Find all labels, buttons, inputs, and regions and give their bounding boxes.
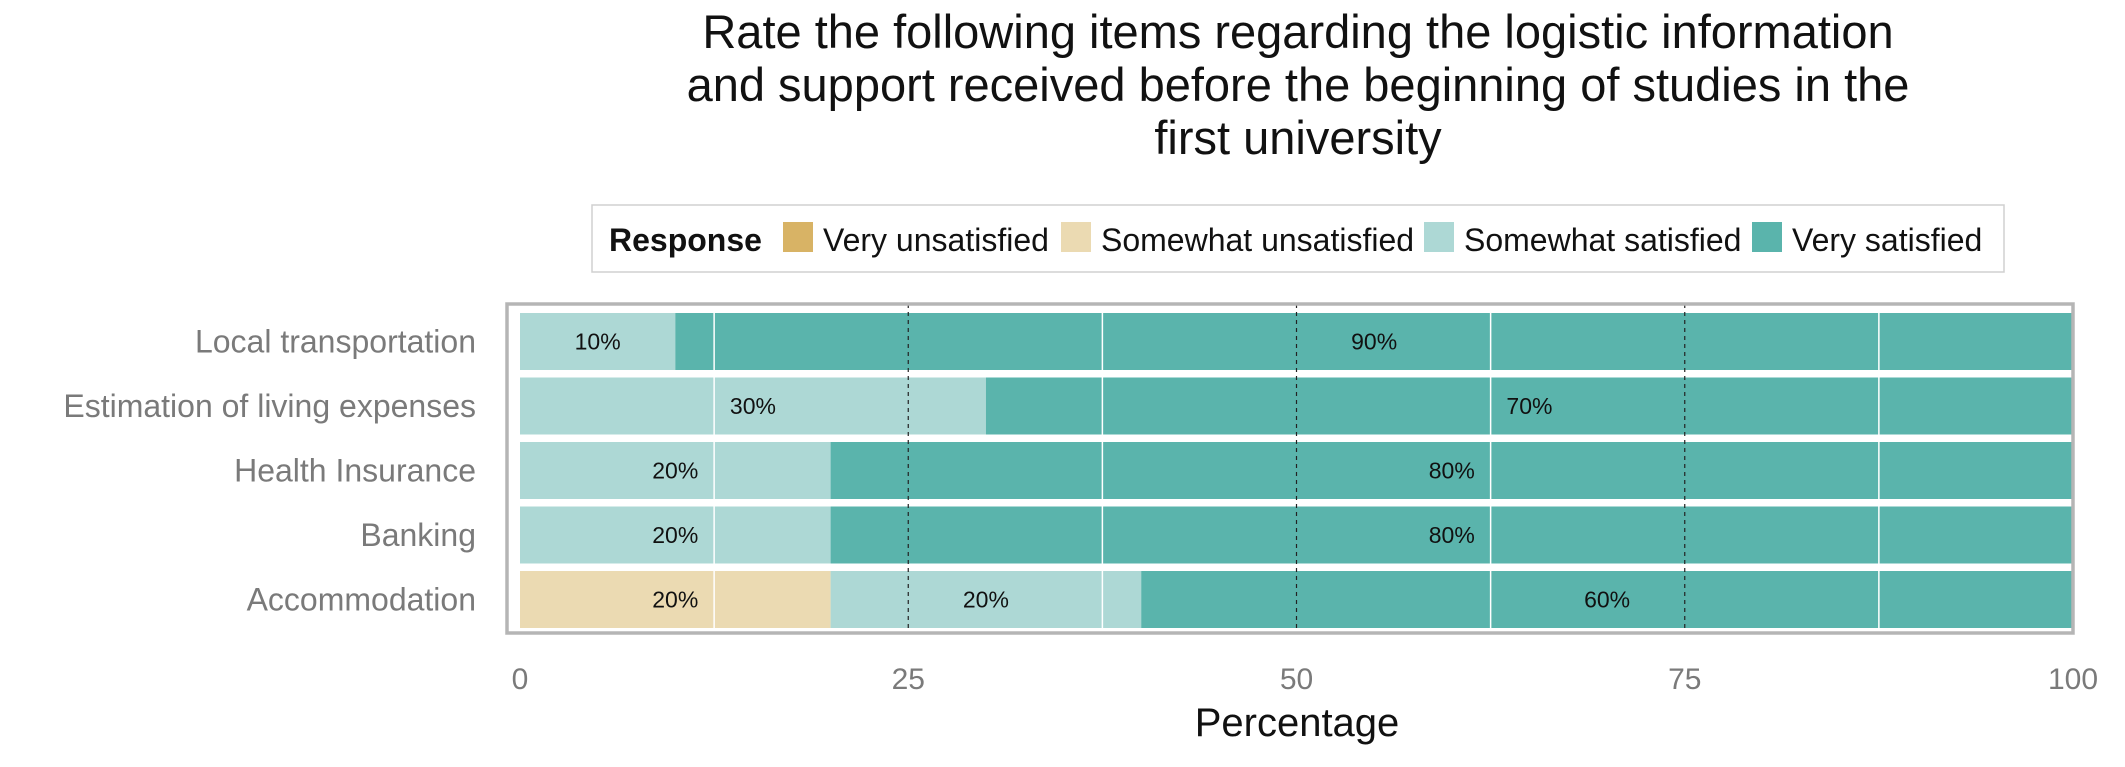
x-tick-label: 25 (892, 663, 925, 696)
data-label: 20% (652, 522, 698, 548)
legend-swatch (783, 222, 813, 252)
chart-title-line-3: first university (1154, 111, 1442, 164)
plot-area: 10% 90% 30% 70% 20% 80% 20% 80% 20% 20% 60% (505, 302, 2075, 635)
category-label: Banking (360, 517, 476, 553)
x-tick-label: 0 (512, 663, 529, 696)
data-label: 20% (652, 458, 698, 484)
grid-layer (713, 304, 1880, 633)
x-tick-label: 50 (1280, 663, 1313, 696)
legend-swatch (1752, 222, 1782, 252)
data-label: 30% (730, 393, 776, 419)
bar-segment (520, 313, 676, 370)
legend-label: Somewhat unsatisfied (1101, 222, 1414, 258)
legend-title: Response (609, 222, 762, 258)
category-label: Local transportation (195, 324, 476, 360)
legend-swatch (1424, 222, 1454, 252)
chart-title-line-1: Rate the following items regarding the l… (702, 5, 1893, 58)
x-tick-label: 100 (2048, 663, 2098, 696)
category-label: Estimation of living expenses (63, 388, 476, 424)
legend-items: Very unsatisfied Somewhat unsatisfied Some… (783, 222, 1982, 258)
bar-segment (520, 506, 831, 564)
data-label: 80% (1429, 458, 1475, 484)
legend-swatch (1061, 222, 1091, 252)
data-label: 60% (1584, 587, 1630, 613)
bar-segment (830, 506, 2073, 564)
data-labels-layer: 10% 90% 30% 70% 20% 80% 20% 80% 20% 20% 60% (575, 329, 1630, 613)
bar-segment (985, 377, 2073, 435)
plot-border (505, 302, 2075, 635)
data-label: 20% (963, 587, 1009, 613)
bar-segment (830, 571, 1142, 628)
data-label: 90% (1351, 329, 1397, 355)
legend-label: Very unsatisfied (823, 222, 1049, 258)
data-label: 80% (1429, 522, 1475, 548)
category-label: Accommodation (247, 582, 476, 618)
data-label: 10% (575, 329, 621, 355)
x-tick-label: 75 (1668, 663, 1701, 696)
legend-label: Somewhat satisfied (1464, 222, 1741, 258)
x-axis-ticks: 0 25 50 75 100 (512, 663, 2098, 696)
chart-title-line-2: and support received before the beginnin… (687, 58, 1910, 111)
category-label: Health Insurance (234, 453, 476, 489)
bar-segment (520, 571, 831, 628)
bar-segment (520, 442, 831, 499)
x-axis-title: Percentage (1195, 701, 1400, 745)
legend-label: Very satisfied (1792, 222, 1982, 258)
chart-title: Rate the following items regarding the l… (687, 5, 1910, 164)
legend: Response Very unsatisfied Somewhat unsati… (591, 204, 2005, 273)
data-label: 20% (652, 587, 698, 613)
category-labels: Local transportation Estimation of living… (63, 324, 476, 618)
bar-segment (830, 442, 2073, 499)
data-label: 70% (1506, 393, 1552, 419)
